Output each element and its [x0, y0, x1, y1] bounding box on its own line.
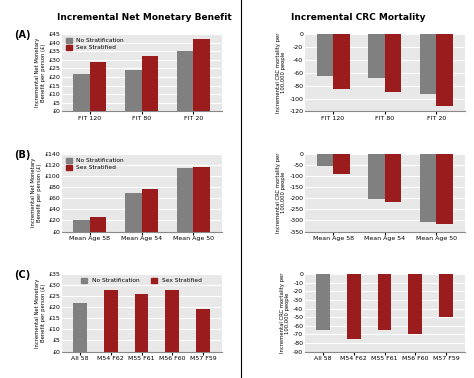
- Y-axis label: Incremental CRC mortality per
100,000 people: Incremental CRC mortality per 100,000 pe…: [276, 153, 286, 233]
- Bar: [193, 167, 210, 231]
- Bar: [378, 274, 392, 330]
- Bar: [73, 220, 90, 231]
- Bar: [419, 34, 436, 94]
- Bar: [177, 51, 193, 112]
- Text: Incremental Net Monetary Benefit: Incremental Net Monetary Benefit: [57, 13, 232, 22]
- Bar: [177, 168, 193, 231]
- Bar: [384, 154, 401, 201]
- Bar: [333, 34, 349, 89]
- Bar: [142, 56, 158, 112]
- Bar: [165, 290, 179, 352]
- Bar: [90, 62, 107, 112]
- Text: Incremental CRC Mortality: Incremental CRC Mortality: [291, 13, 425, 22]
- Y-axis label: Incremental Net Monetary
Benefit per person (£): Incremental Net Monetary Benefit per per…: [35, 38, 46, 107]
- Legend: No Stratification, Sex Stratified: No Stratification, Sex Stratified: [80, 277, 203, 285]
- Bar: [347, 274, 361, 339]
- Bar: [368, 34, 384, 78]
- Legend: No Stratification, Sex Stratified: No Stratification, Sex Stratified: [64, 157, 125, 172]
- Bar: [317, 154, 333, 166]
- Y-axis label: Incremental Net Monetary
Benefit per person (£): Incremental Net Monetary Benefit per per…: [31, 158, 42, 228]
- Bar: [409, 274, 422, 334]
- Bar: [333, 154, 349, 174]
- Bar: [368, 154, 384, 200]
- Text: (C): (C): [14, 270, 30, 280]
- Bar: [384, 34, 401, 92]
- Bar: [439, 274, 453, 317]
- Y-axis label: Incremental CRC mortality per
100,000 people: Incremental CRC mortality per 100,000 pe…: [280, 273, 291, 353]
- Text: (A): (A): [14, 30, 30, 40]
- Bar: [142, 189, 158, 231]
- Bar: [104, 290, 118, 352]
- Bar: [419, 154, 436, 222]
- Bar: [90, 217, 107, 231]
- Bar: [316, 274, 330, 330]
- Bar: [193, 39, 210, 112]
- Bar: [125, 193, 142, 231]
- Bar: [73, 303, 87, 352]
- Bar: [436, 154, 453, 224]
- Y-axis label: Incremental CRC mortality per
100,000 people: Incremental CRC mortality per 100,000 pe…: [276, 33, 286, 113]
- Bar: [73, 74, 90, 112]
- Legend: No Stratification, Sex Stratified: No Stratification, Sex Stratified: [64, 37, 125, 51]
- Bar: [125, 70, 142, 112]
- Bar: [196, 310, 210, 352]
- Y-axis label: Incremental Net Monetary
Benefit per person (£): Incremental Net Monetary Benefit per per…: [35, 278, 46, 347]
- Text: (B): (B): [14, 150, 30, 160]
- Bar: [317, 34, 333, 76]
- Bar: [436, 34, 453, 106]
- Bar: [135, 294, 148, 352]
